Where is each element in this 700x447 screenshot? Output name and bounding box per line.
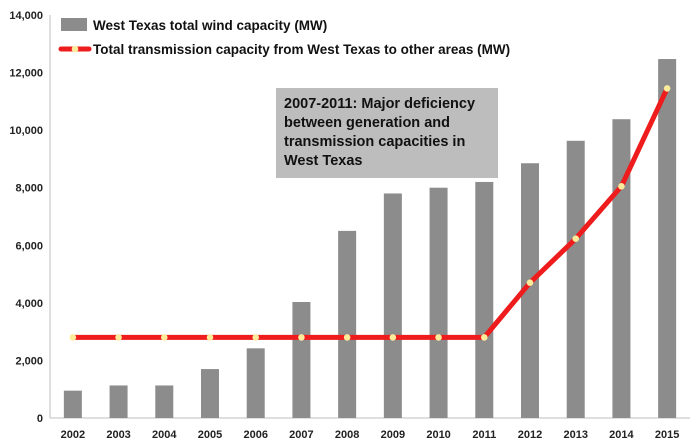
y-tick-label: 0 — [37, 413, 43, 425]
bar — [338, 230, 357, 418]
annotation-line: West Texas — [284, 153, 362, 169]
line-point — [298, 334, 305, 341]
x-tick-label: 2003 — [106, 429, 130, 441]
y-tick-label: 2,000 — [15, 355, 43, 367]
y-tick-label: 14,000 — [9, 10, 43, 22]
annotation-line: 2007-2011: Major deficiency — [284, 96, 475, 112]
transmission-line — [70, 85, 670, 340]
line-point — [618, 182, 625, 190]
annotation-background — [276, 88, 498, 178]
bar — [63, 390, 82, 418]
bar — [658, 59, 677, 418]
bar — [109, 385, 128, 418]
x-tick-label: 2009 — [381, 429, 405, 441]
x-tick-label: 2007 — [289, 429, 313, 441]
y-tick-label: 8,000 — [15, 183, 43, 195]
y-tick-label: 10,000 — [9, 125, 43, 137]
line-point — [572, 235, 580, 242]
x-tick-label: 2008 — [335, 429, 359, 441]
line-point — [252, 334, 260, 341]
bar — [429, 187, 448, 418]
x-tick-label: 2005 — [198, 429, 222, 441]
line-point — [435, 334, 442, 341]
axes: 0 2,000 4,000 6,000 8,000 10,000 12,000 14,000 2… — [9, 10, 690, 441]
legend-label-wind: West Texas total wind capacity (MW) — [93, 18, 327, 33]
x-tick-label: 2004 — [152, 429, 177, 441]
bar-series — [63, 59, 677, 418]
line-point — [663, 85, 671, 92]
bar — [155, 385, 174, 418]
x-tick-label: 2002 — [61, 429, 85, 441]
line-point — [69, 334, 77, 341]
line-point — [389, 334, 397, 341]
bar — [383, 193, 402, 418]
bar — [612, 119, 631, 418]
annotation-line: between generation and — [284, 115, 450, 131]
legend-bar-swatch — [61, 18, 87, 31]
bar — [246, 348, 265, 418]
line-point — [160, 334, 168, 341]
line-point — [343, 334, 351, 341]
legend: West Texas total wind capacity (MW) Total… — [58, 18, 510, 57]
x-tick-label: 2012 — [518, 429, 542, 441]
line-point — [206, 334, 214, 341]
bar — [292, 301, 311, 418]
x-tick-label: 2006 — [243, 429, 267, 441]
bar — [475, 181, 494, 418]
line-point — [480, 334, 488, 341]
line-point — [115, 334, 122, 341]
x-tick-label: 2014 — [609, 429, 634, 441]
x-tick-label: 2015 — [655, 429, 679, 441]
annotation-box: 2007-2011: Major deficiency between gener… — [276, 88, 498, 178]
bar — [521, 163, 539, 418]
y-tick-label: 12,000 — [9, 68, 43, 80]
legend-line-marker — [71, 45, 79, 53]
x-tick-label: 2010 — [426, 429, 450, 441]
bar — [201, 369, 219, 418]
line-series — [69, 85, 671, 341]
y-tick-label: 4,000 — [15, 298, 43, 310]
y-tick-label: 6,000 — [15, 240, 43, 252]
x-tick-label: 2013 — [563, 429, 587, 441]
annotation-line: transmission capacities in — [284, 134, 465, 150]
x-tick-label: 2011 — [472, 429, 496, 441]
line-point — [526, 279, 534, 287]
bar — [566, 140, 585, 418]
legend-label-transmission: Total transmission capacity from West Te… — [93, 42, 510, 57]
